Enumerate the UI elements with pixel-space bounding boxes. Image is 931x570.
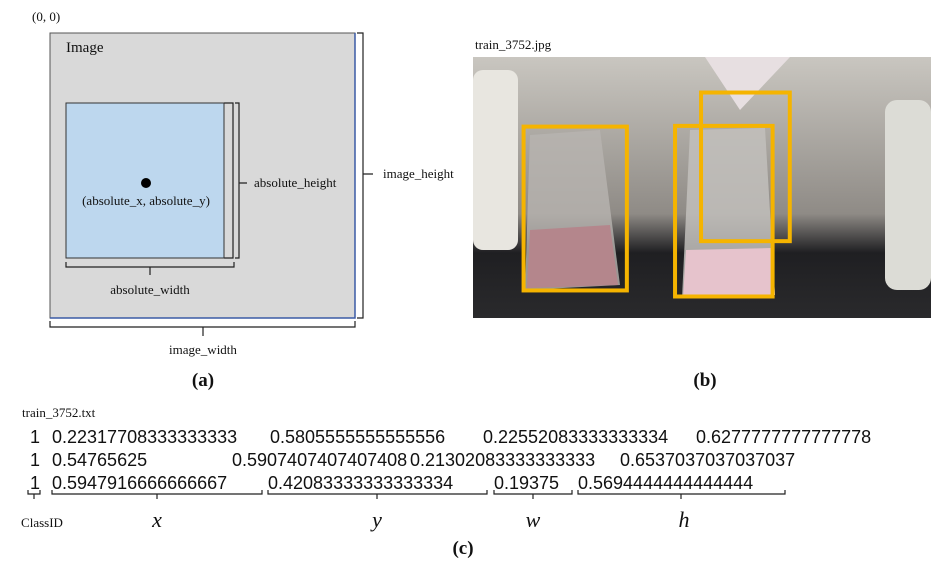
sample [683, 248, 775, 298]
bottle [885, 100, 931, 290]
image-label: Image [66, 40, 104, 56]
coordinate: 0.22552083333333334 [483, 427, 668, 447]
absolute-width: absolute_width [110, 282, 190, 297]
bracket [357, 33, 373, 318]
figure: (0, 0) Image (absolute_x, absolute_y) ab… [0, 0, 931, 570]
caption: (b) [693, 370, 716, 391]
absolute-height: absolute_height [254, 175, 337, 190]
class-id: 1 [30, 473, 40, 493]
field-label: x [151, 507, 162, 532]
caption: (a) [192, 370, 214, 391]
center-point [141, 178, 151, 188]
coordinate: 0.42083333333333334 [268, 473, 453, 493]
origin-label: (0, 0) [32, 9, 60, 24]
coordinate: 0.5947916666666667 [52, 473, 227, 493]
coordinate: 0.5694444444444444 [578, 473, 753, 493]
coordinate: 0.22317708333333333 [52, 427, 237, 447]
class-id: 1 [30, 427, 40, 447]
field-label: w [526, 507, 541, 532]
field-label: ClassID [21, 515, 63, 530]
coordinate: 0.19375 [494, 473, 559, 493]
filename: train_3752.txt [22, 405, 96, 420]
sample [527, 225, 618, 288]
coordinate: 0.6537037037037037 [620, 450, 795, 470]
image-height: image_height [383, 166, 454, 181]
bracket [50, 321, 355, 336]
class-id: 1 [30, 450, 40, 470]
field-label: y [370, 507, 382, 532]
point-label: (absolute_x, absolute_y) [82, 193, 210, 208]
coordinate: 0.6277777777777778 [696, 427, 871, 447]
coordinate: 0.54765625 [52, 450, 147, 470]
filename: train_3752.jpg [475, 37, 552, 52]
bottle [473, 70, 518, 250]
coordinate: 0.21302083333333333 [410, 450, 595, 470]
coordinate: 0.5907407407407408 [232, 450, 407, 470]
image-width: image_width [169, 342, 237, 357]
caption: (c) [452, 538, 473, 559]
field-label: h [679, 507, 690, 532]
coordinate: 0.5805555555555556 [270, 427, 445, 447]
